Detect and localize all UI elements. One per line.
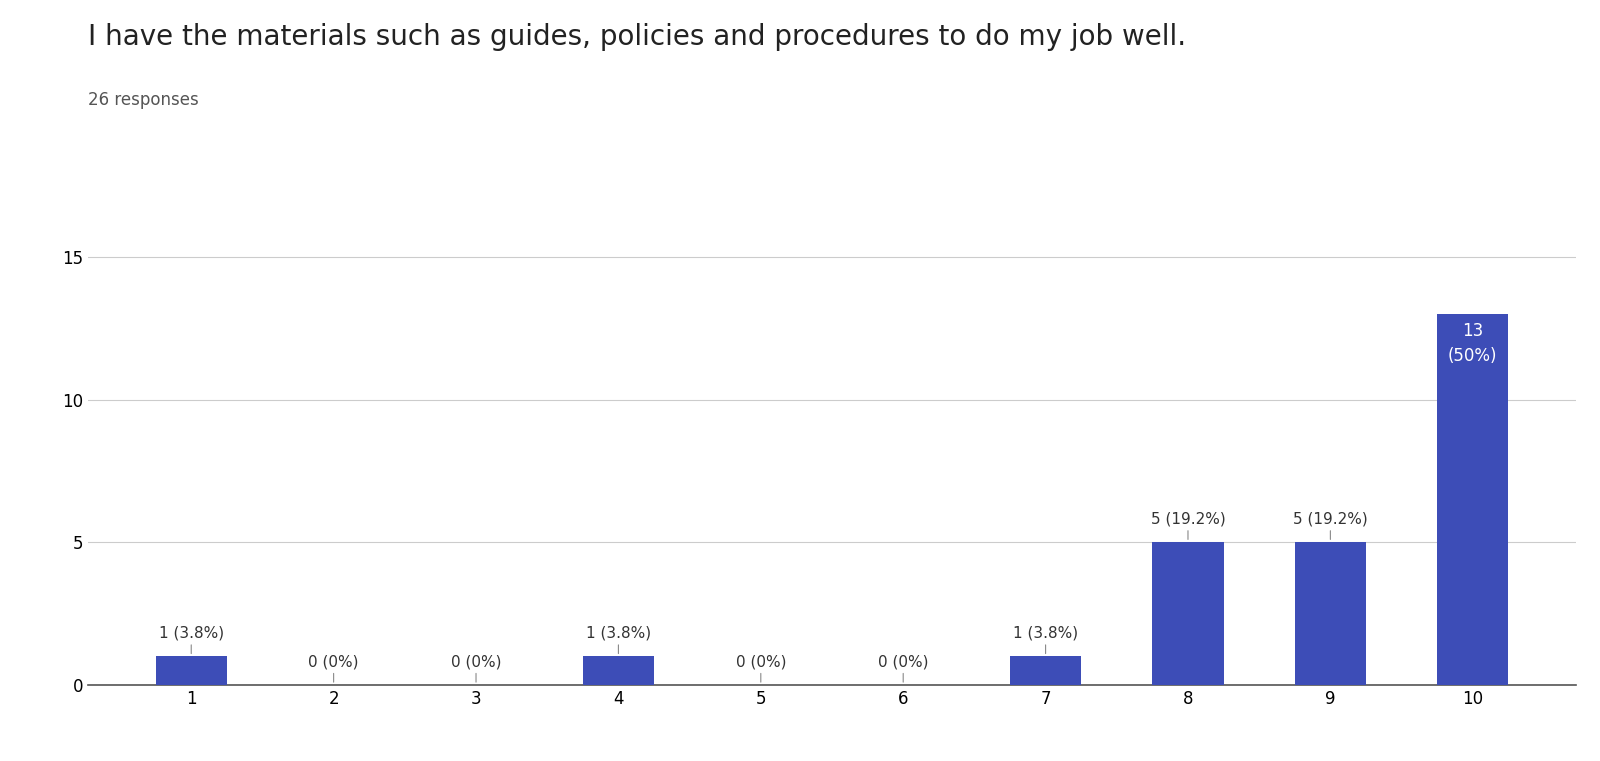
Bar bbox=[155, 656, 227, 685]
Text: 1 (3.8%): 1 (3.8%) bbox=[586, 626, 651, 641]
Text: 26 responses: 26 responses bbox=[88, 91, 198, 110]
Text: 0 (0%): 0 (0%) bbox=[878, 654, 928, 669]
Bar bbox=[1294, 542, 1366, 685]
Text: 5 (19.2%): 5 (19.2%) bbox=[1293, 511, 1368, 527]
Text: 1 (3.8%): 1 (3.8%) bbox=[158, 626, 224, 641]
Text: 0 (0%): 0 (0%) bbox=[451, 654, 501, 669]
Text: 0 (0%): 0 (0%) bbox=[309, 654, 358, 669]
Text: I have the materials such as guides, policies and procedures to do my job well.: I have the materials such as guides, pol… bbox=[88, 23, 1186, 51]
Text: 13
(50%): 13 (50%) bbox=[1448, 323, 1498, 365]
Text: 5 (19.2%): 5 (19.2%) bbox=[1150, 511, 1226, 527]
Bar bbox=[1152, 542, 1224, 685]
Bar bbox=[1437, 314, 1509, 685]
Bar bbox=[1010, 656, 1082, 685]
Text: 1 (3.8%): 1 (3.8%) bbox=[1013, 626, 1078, 641]
Bar bbox=[582, 656, 654, 685]
Text: 0 (0%): 0 (0%) bbox=[736, 654, 786, 669]
